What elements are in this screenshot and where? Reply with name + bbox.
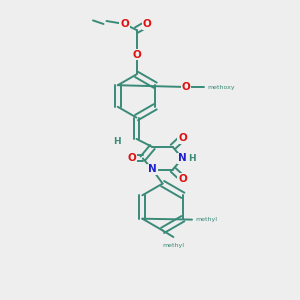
Text: O: O	[132, 50, 141, 60]
Text: O: O	[128, 153, 136, 164]
Text: N: N	[178, 153, 187, 164]
Text: methoxy: methoxy	[207, 85, 235, 89]
Text: O: O	[178, 133, 187, 143]
Text: N: N	[148, 164, 157, 175]
Text: O: O	[182, 82, 190, 92]
Text: methyl: methyl	[162, 243, 184, 248]
Text: H: H	[113, 137, 121, 146]
Text: O: O	[120, 19, 129, 29]
Text: methyl: methyl	[196, 217, 217, 222]
Text: H: H	[188, 154, 196, 163]
Text: O: O	[178, 173, 187, 184]
Text: O: O	[142, 19, 152, 29]
